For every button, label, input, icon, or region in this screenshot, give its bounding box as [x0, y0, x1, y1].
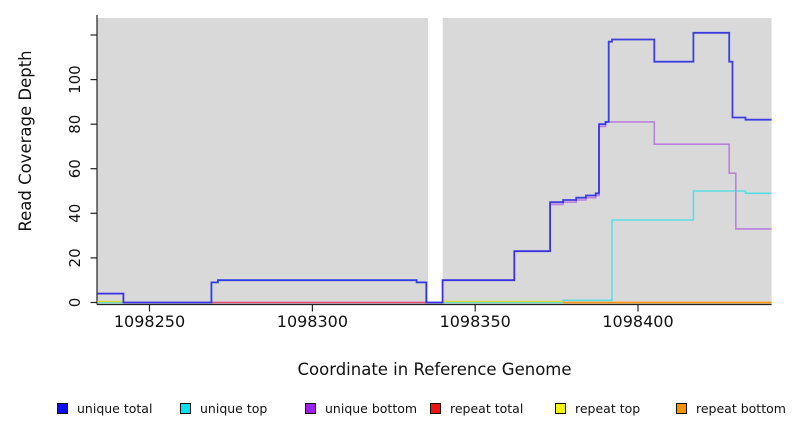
- legend-item-unique-bottom: unique bottom: [305, 401, 417, 416]
- legend: unique total unique top unique bottom repea…: [0, 401, 792, 423]
- legend-swatch-icon: [57, 403, 68, 414]
- legend-item-repeat-top: repeat top: [555, 401, 640, 416]
- y-tick-label: 20: [66, 248, 84, 267]
- legend-label: unique total: [77, 401, 153, 416]
- legend-swatch-icon: [180, 403, 191, 414]
- y-tick-label: 100: [66, 65, 84, 94]
- legend-item-unique-total: unique total: [57, 401, 152, 416]
- masked-region-band: [428, 13, 443, 303]
- x-tick-label: 1098350: [440, 312, 511, 331]
- x-tick-label: 1098300: [277, 312, 348, 331]
- y-tick-label: 40: [66, 204, 84, 223]
- legend-item-repeat-bottom: repeat bottom: [676, 401, 786, 416]
- legend-swatch-icon: [305, 403, 316, 414]
- legend-label: repeat top: [575, 401, 641, 416]
- legend-swatch-icon: [555, 403, 566, 414]
- legend-label: unique top: [200, 401, 268, 416]
- legend-item-unique-top: unique top: [180, 401, 267, 416]
- y-tick-label: 80: [66, 115, 84, 134]
- legend-label: repeat bottom: [696, 401, 786, 416]
- y-tick-label: 60: [66, 159, 84, 178]
- x-tick-label: 1098400: [602, 312, 673, 331]
- x-tick-label: 1098250: [114, 312, 185, 331]
- x-axis-title: Coordinate in Reference Genome: [297, 360, 572, 379]
- y-tick-label: 0: [66, 298, 84, 308]
- legend-label: unique bottom: [325, 401, 418, 416]
- legend-item-repeat-total: repeat total: [430, 401, 523, 416]
- y-axis-title: Read Coverage Depth: [16, 50, 35, 232]
- legend-swatch-icon: [430, 403, 441, 414]
- legend-swatch-icon: [676, 403, 687, 414]
- series-unique-total-line: [97, 31, 772, 304]
- legend-label: repeat total: [450, 401, 524, 416]
- axis-lines: [96, 15, 772, 306]
